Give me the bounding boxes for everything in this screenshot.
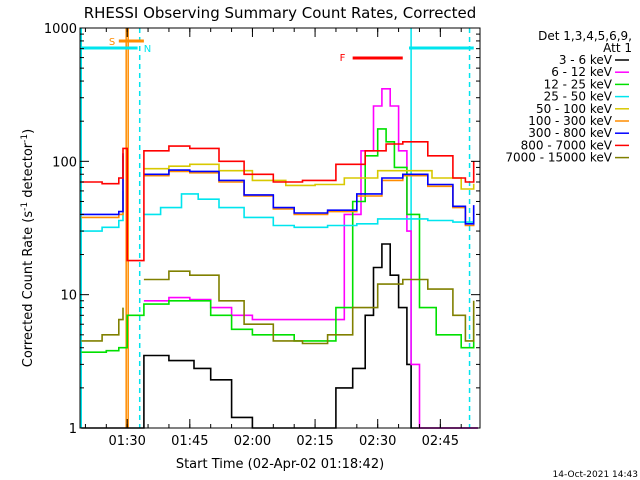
- series-line-9: [81, 270, 475, 345]
- x-tick-label: 02:15: [296, 434, 333, 449]
- legend-label: 12 - 25 keV: [544, 77, 613, 91]
- legend-label: 100 - 300 keV: [528, 114, 612, 128]
- x-tick-label: 01:30: [108, 434, 145, 449]
- legend-attenuator: Att 1: [603, 41, 632, 55]
- plot-frame: [79, 27, 481, 429]
- legend-label: 50 - 100 keV: [536, 102, 613, 116]
- series-line-8: [81, 141, 475, 262]
- y-axis: 1 10 100 1000: [44, 22, 480, 437]
- series-line-5: [143, 163, 475, 190]
- x-axis: 01:30 01:45 02:00 02:15 02:30 02:45: [84, 28, 462, 449]
- series-line-4: [81, 190, 475, 232]
- legend-label: 25 - 50 keV: [544, 90, 613, 104]
- series-line-2: [143, 88, 478, 429]
- legend-detectors: Det 1,3,4,5,6,9,: [538, 29, 632, 43]
- plot-area: S N F: [80, 28, 478, 429]
- x-axis-label: Start Time (02-Apr-02 01:18:42): [176, 457, 384, 472]
- legend-label: 6 - 12 keV: [551, 65, 613, 79]
- y-tick-label: 10: [60, 289, 77, 304]
- x-tick-label: 01:45: [171, 434, 208, 449]
- y-tick-label: 100: [52, 155, 77, 170]
- x-tick-label: 02:30: [359, 434, 396, 449]
- y-tick-label: 1: [69, 422, 77, 437]
- series-line-7: [81, 153, 475, 225]
- x-tick-label: 02:45: [422, 434, 459, 449]
- legend-label: 800 - 7000 keV: [521, 138, 613, 152]
- x-tick-label: 02:00: [234, 434, 271, 449]
- y-tick-label: 1000: [44, 22, 77, 37]
- y-axis-label: Corrected Count Rate (s-1 detector-1): [20, 129, 36, 367]
- series-line-1: [81, 243, 478, 429]
- legend-label: 3 - 6 keV: [559, 53, 613, 67]
- generation-date: 14-Oct-2021 14:43: [553, 470, 638, 480]
- flare-label: F: [340, 53, 346, 64]
- night-label: N: [144, 44, 151, 55]
- series-line-3: [81, 128, 475, 353]
- legend-label: 7000 - 15000 keV: [505, 151, 612, 165]
- chart-title: RHESSI Observing Summary Count Rates, Co…: [84, 4, 477, 22]
- legend-label: 300 - 800 keV: [528, 126, 612, 140]
- saa-label: S: [109, 37, 115, 48]
